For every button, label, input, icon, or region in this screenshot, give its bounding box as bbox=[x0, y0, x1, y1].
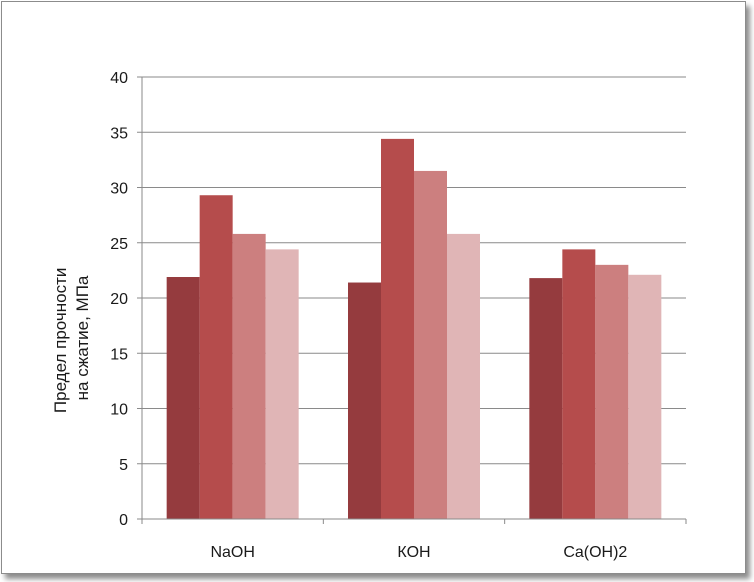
bar bbox=[414, 170, 447, 520]
y-tick-label: 0 bbox=[119, 512, 128, 529]
y-tick-label: 30 bbox=[110, 181, 128, 198]
y-axis-label-line-1: Предел прочности bbox=[51, 268, 70, 413]
bar bbox=[562, 249, 596, 519]
y-tick-label: 5 bbox=[119, 457, 128, 474]
y-axis-label: Предел прочности на сжатие, МПа bbox=[51, 263, 92, 413]
y-tick-label: 35 bbox=[110, 125, 128, 142]
axes bbox=[137, 76, 687, 524]
bar bbox=[381, 138, 414, 519]
y-tick-label: 25 bbox=[110, 236, 128, 253]
x-category-label: Ca(OH)2 bbox=[563, 544, 627, 561]
y-tick-label: 15 bbox=[110, 346, 128, 363]
bar bbox=[595, 264, 629, 519]
bar bbox=[232, 233, 266, 519]
bars bbox=[166, 138, 662, 520]
bar bbox=[166, 277, 200, 519]
bar bbox=[628, 274, 662, 519]
x-category-label: NaOH bbox=[210, 544, 254, 561]
bar bbox=[529, 278, 563, 519]
y-tick-label: 20 bbox=[110, 291, 128, 308]
x-category-labels: NaOH КОН Ca(OH)2 bbox=[210, 544, 627, 561]
y-tick-labels: 0 5 10 15 20 25 30 35 40 bbox=[110, 70, 128, 529]
bar bbox=[199, 195, 233, 520]
y-axis-label-line-2: на сжатие, МПа bbox=[73, 275, 92, 400]
bar bbox=[348, 282, 381, 519]
y-tick-label: 40 bbox=[110, 70, 128, 87]
y-tick-label: 10 bbox=[110, 402, 128, 419]
bar bbox=[265, 249, 299, 519]
x-category-label: КОН bbox=[397, 544, 430, 561]
bar bbox=[447, 233, 480, 519]
